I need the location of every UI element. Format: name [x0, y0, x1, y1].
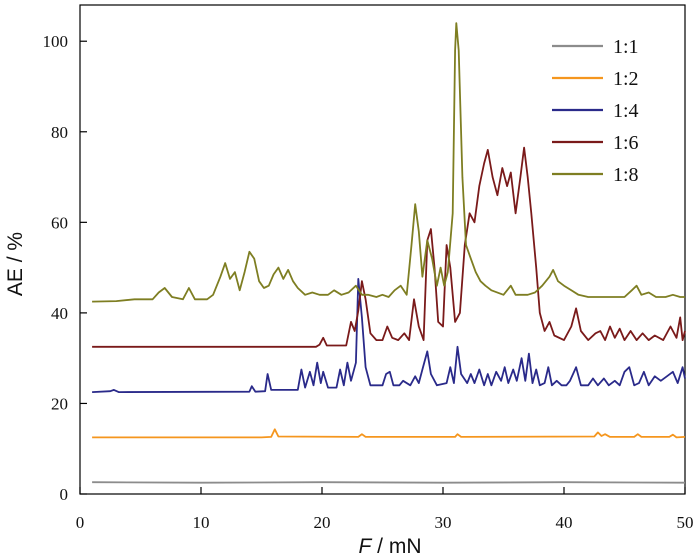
- y-tick-label: 40: [51, 304, 68, 323]
- x-tick-label: 10: [193, 513, 210, 532]
- x-tick-label: 20: [314, 513, 331, 532]
- series-line-4: [92, 146, 686, 348]
- x-tick-label: 30: [435, 513, 452, 532]
- series-line-5: [92, 22, 685, 303]
- series-line-3: [92, 278, 686, 393]
- x-tick-label: 40: [556, 513, 573, 532]
- y-tick-label: 60: [51, 213, 68, 232]
- x-tick-label: 50: [677, 513, 694, 532]
- y-tick-label: 80: [51, 123, 68, 142]
- legend-label: 1:2: [613, 68, 639, 90]
- x-axis-title: F / mN: [359, 535, 422, 558]
- x-axis-title-unit: / mN: [371, 535, 421, 558]
- x-tick-label: 0: [76, 513, 85, 532]
- y-tick-label: 0: [60, 485, 69, 504]
- y-tick-label: 20: [51, 394, 68, 413]
- series-layer: [92, 22, 686, 484]
- legend-label: 1:6: [613, 132, 639, 154]
- series-line-1: [92, 481, 686, 484]
- plot-frame: [79, 4, 686, 495]
- legend-label: 1:4: [613, 100, 639, 122]
- legend-label: 1:8: [613, 164, 639, 186]
- x-axis-title-symbol: F: [359, 535, 373, 558]
- series-line-2: [92, 428, 686, 439]
- legend-label: 1:1: [613, 36, 639, 58]
- y-tick-label: 100: [43, 32, 69, 51]
- y-axis-title: AE / %: [4, 232, 27, 296]
- axis-layer: 0 10 20 30 40 50 0 20 40 60 80 100: [43, 32, 694, 532]
- legend: 1:1 1:2 1:4 1:6 1:8: [552, 36, 639, 186]
